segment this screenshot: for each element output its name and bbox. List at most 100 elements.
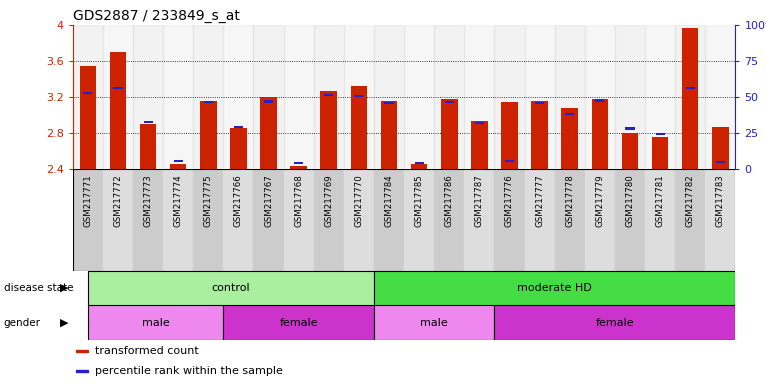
Text: control: control — [211, 283, 250, 293]
Bar — [230, 129, 247, 169]
Bar — [320, 91, 337, 169]
Text: ▶: ▶ — [61, 283, 69, 293]
Bar — [434, 25, 464, 169]
Bar — [234, 126, 243, 128]
Bar — [374, 271, 735, 305]
Bar — [525, 169, 555, 271]
Text: GSM217787: GSM217787 — [475, 174, 484, 227]
Text: GSM217773: GSM217773 — [143, 174, 152, 227]
Bar — [404, 25, 434, 169]
Bar — [675, 169, 705, 271]
Bar — [374, 305, 494, 340]
Text: GSM217770: GSM217770 — [355, 174, 363, 227]
Bar — [652, 137, 669, 169]
Bar — [411, 164, 427, 169]
Text: female: female — [596, 318, 634, 328]
Bar — [434, 169, 464, 271]
Text: GSM217786: GSM217786 — [445, 174, 453, 227]
Bar — [404, 169, 434, 271]
Bar — [351, 86, 367, 169]
Bar — [565, 113, 574, 115]
Text: GSM217784: GSM217784 — [385, 174, 394, 227]
Bar — [80, 66, 96, 169]
Text: disease state: disease state — [4, 283, 74, 293]
Bar — [264, 100, 273, 103]
Bar — [625, 127, 634, 129]
Bar — [494, 169, 525, 271]
Bar — [163, 25, 193, 169]
Bar — [133, 169, 163, 271]
Text: GSM217775: GSM217775 — [204, 174, 213, 227]
Bar — [76, 350, 88, 353]
Text: GSM217769: GSM217769 — [324, 174, 333, 227]
Bar — [501, 103, 518, 169]
Text: GSM217779: GSM217779 — [595, 174, 604, 227]
Bar — [494, 305, 735, 340]
Bar — [139, 124, 156, 169]
Bar — [385, 102, 394, 104]
Bar — [193, 169, 224, 271]
Bar — [374, 169, 404, 271]
Text: GSM217778: GSM217778 — [565, 174, 574, 227]
Bar — [174, 160, 183, 162]
Bar — [344, 25, 374, 169]
Text: GSM217771: GSM217771 — [83, 174, 93, 227]
Text: moderate HD: moderate HD — [517, 283, 592, 293]
Text: GDS2887 / 233849_s_at: GDS2887 / 233849_s_at — [73, 8, 240, 23]
Bar — [254, 25, 283, 169]
Bar — [441, 99, 457, 169]
Text: GSM217785: GSM217785 — [414, 174, 424, 227]
Bar — [622, 133, 638, 169]
Text: male: male — [421, 318, 448, 328]
Bar — [675, 25, 705, 169]
Bar — [204, 101, 213, 103]
Bar — [224, 169, 254, 271]
Bar — [374, 25, 404, 169]
Bar — [686, 87, 695, 89]
Bar — [682, 28, 699, 169]
Bar — [88, 271, 374, 305]
Bar — [584, 169, 615, 271]
Bar — [494, 25, 525, 169]
Bar — [505, 160, 514, 162]
Bar — [555, 169, 584, 271]
Bar — [471, 121, 488, 169]
Bar — [193, 25, 224, 169]
Bar — [615, 25, 645, 169]
Text: GSM217767: GSM217767 — [264, 174, 273, 227]
Bar — [314, 25, 344, 169]
Bar — [103, 169, 133, 271]
Bar — [712, 127, 728, 169]
Bar — [294, 162, 303, 164]
Text: GSM217768: GSM217768 — [294, 174, 303, 227]
Bar — [76, 370, 88, 372]
Bar — [584, 25, 615, 169]
Bar — [133, 25, 163, 169]
Bar — [561, 108, 578, 169]
Bar — [645, 169, 675, 271]
Bar — [355, 95, 363, 97]
Text: GSM217777: GSM217777 — [535, 174, 544, 227]
Bar — [324, 94, 333, 96]
Text: GSM217766: GSM217766 — [234, 174, 243, 227]
Text: ▶: ▶ — [61, 318, 69, 328]
Text: GSM217782: GSM217782 — [686, 174, 695, 227]
Text: GSM217780: GSM217780 — [626, 174, 634, 227]
Bar — [163, 169, 193, 271]
Text: female: female — [280, 318, 318, 328]
Bar — [200, 101, 217, 169]
Text: male: male — [142, 318, 169, 328]
Bar — [290, 166, 307, 169]
Bar — [705, 169, 735, 271]
Text: percentile rank within the sample: percentile rank within the sample — [95, 366, 283, 376]
Bar — [344, 169, 374, 271]
Bar — [645, 25, 675, 169]
Bar — [314, 169, 344, 271]
Bar — [591, 99, 608, 169]
Text: GSM217774: GSM217774 — [174, 174, 182, 227]
Bar — [73, 25, 103, 169]
Bar — [170, 164, 186, 169]
Bar — [525, 25, 555, 169]
Bar — [532, 101, 548, 169]
Bar — [83, 92, 93, 94]
